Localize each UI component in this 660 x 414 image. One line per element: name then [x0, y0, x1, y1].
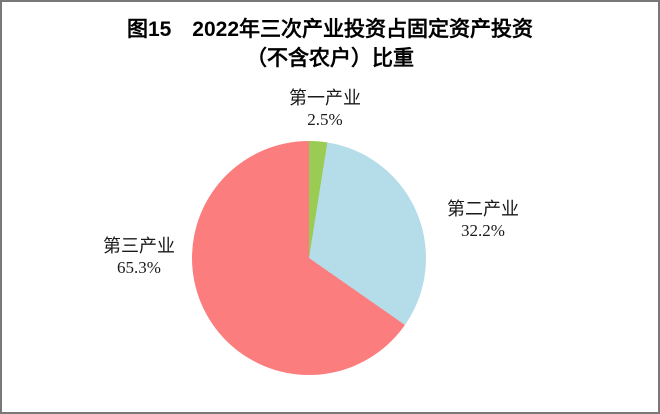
pie-chart [192, 141, 426, 375]
slice-label-tertiary-industry: 第三产业 65.3% [103, 235, 175, 279]
figure-title-line1: 图15 2022年三次产业投资占固定资产投资 [126, 18, 534, 41]
figure-title: 图15 2022年三次产业投资占固定资产投资 （不含农户）比重 [2, 15, 658, 73]
slice-label-value: 65.3% [117, 258, 161, 277]
slice-label-primary-industry: 第一产业 2.5% [289, 87, 361, 131]
slice-label-value: 2.5% [307, 110, 343, 129]
slice-label-name: 第一产业 [289, 88, 361, 108]
slice-label-name: 第三产业 [103, 236, 175, 256]
slice-label-name: 第二产业 [447, 199, 519, 219]
slice-label-secondary-industry: 第二产业 32.2% [447, 198, 519, 242]
figure-title-line2: （不含农户）比重 [246, 47, 414, 70]
slice-label-value: 32.2% [461, 221, 505, 240]
